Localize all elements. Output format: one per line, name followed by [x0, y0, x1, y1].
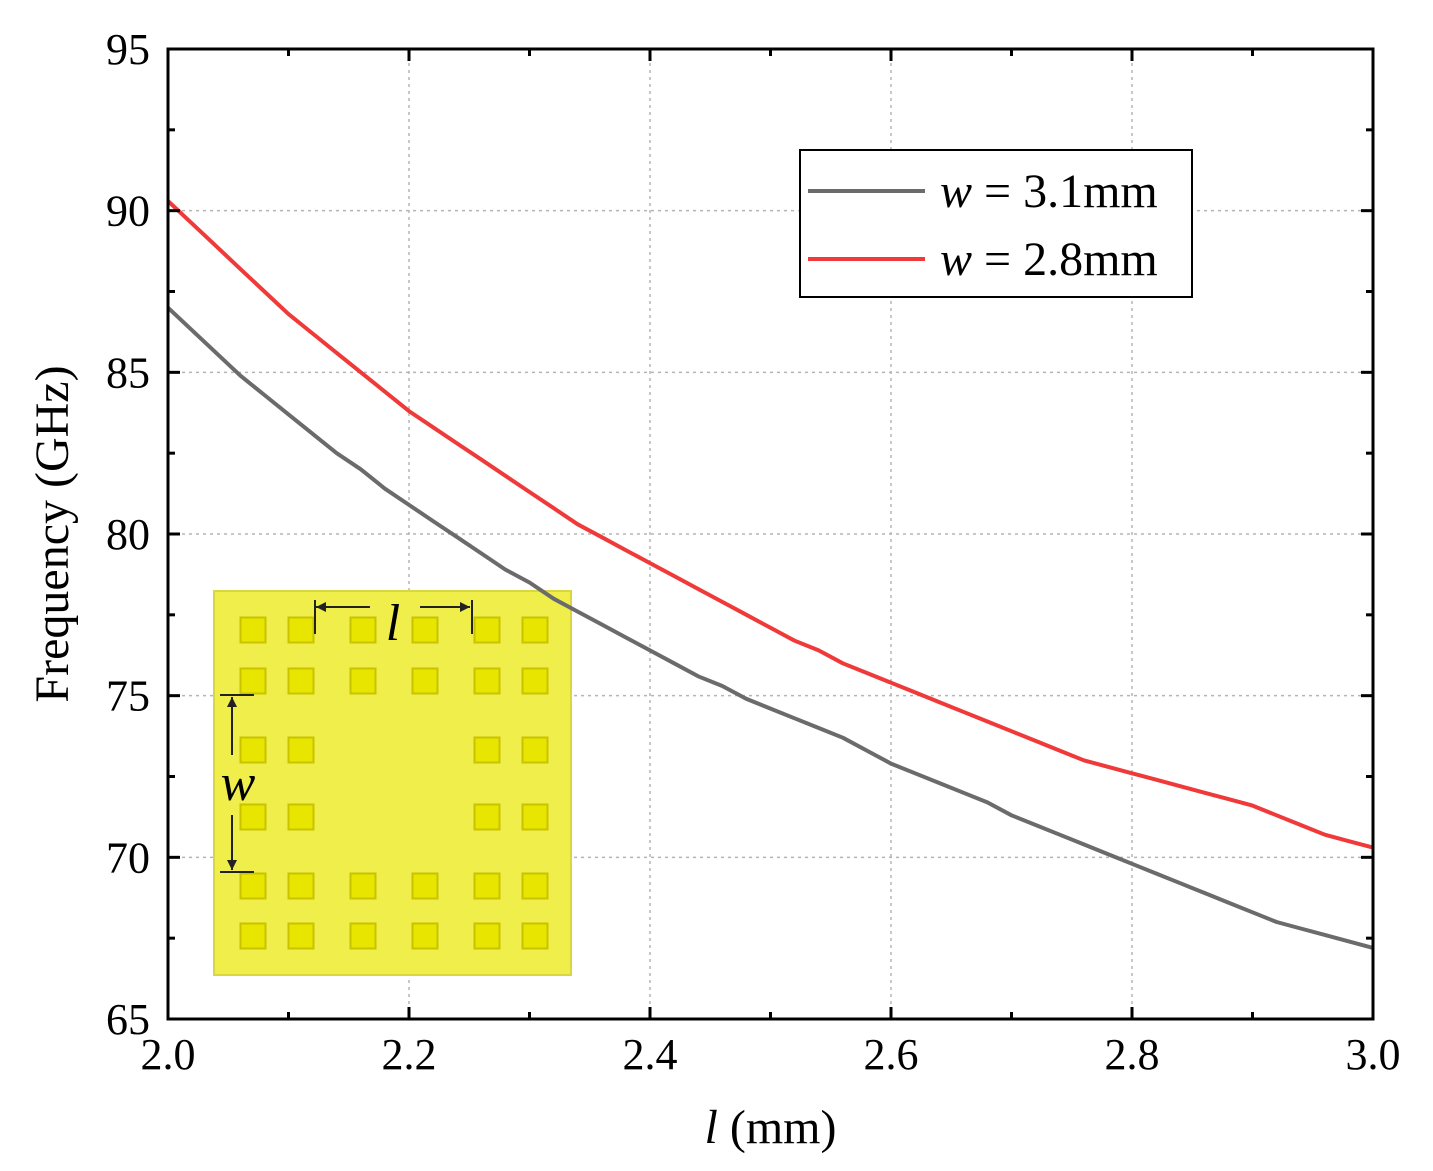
x-tick-label: 2.8	[1105, 1030, 1160, 1079]
y-tick-label: 95	[106, 25, 150, 74]
inset-l-arrow-left	[316, 602, 326, 612]
x-tick-label: 2.2	[382, 1030, 437, 1079]
inset-cell	[349, 667, 377, 695]
x-axis-var: l	[705, 1101, 718, 1154]
axis-ticks: 2.0 2.2 2.4 2.6 2.8 3.0 65 70 75 80 85 90 95	[106, 25, 1401, 1079]
inset-cell	[239, 922, 267, 950]
y-tick-label: 90	[106, 187, 150, 236]
y-tick-label: 65	[106, 995, 150, 1044]
inset-cell	[349, 922, 377, 950]
inset-cell	[521, 667, 549, 695]
inset-l-arrow-right	[460, 602, 470, 612]
inset-cell	[521, 872, 549, 900]
inset-cell	[521, 736, 549, 764]
series-line-1	[166, 199, 1374, 850]
inset-cell	[287, 803, 315, 831]
inset-cell	[349, 872, 377, 900]
inset-cell	[473, 736, 501, 764]
inset-cell	[239, 667, 267, 695]
legend: w = 3.1mm w = 2.8mm	[799, 149, 1193, 298]
inset-cell	[521, 803, 549, 831]
legend-label-w28: w = 2.8mm	[940, 233, 1158, 286]
series-lines	[166, 199, 1374, 950]
inset-cell	[411, 922, 439, 950]
inset-cell	[239, 803, 267, 831]
y-tick-label: 85	[106, 348, 150, 397]
inset-background	[213, 590, 572, 976]
inset-cell	[349, 616, 377, 644]
inset-cell	[521, 922, 549, 950]
inset-l-label: l	[386, 595, 400, 652]
inset-cell	[239, 616, 267, 644]
y-axis-title: Frequency (GHz)	[26, 365, 79, 702]
y-tick-label: 75	[106, 672, 150, 721]
series-line-0	[166, 306, 1374, 950]
inset-cell	[473, 667, 501, 695]
inset-cell	[239, 872, 267, 900]
y-tick-label: 70	[106, 833, 150, 882]
inset-cell	[287, 616, 315, 644]
x-axis-title: l (mm)	[705, 1101, 837, 1154]
legend-box	[799, 149, 1193, 298]
inset-cell	[239, 736, 267, 764]
inset-w-arrow-top	[227, 697, 237, 707]
x-axis-unit: (mm)	[718, 1101, 837, 1154]
inset-cell	[411, 616, 439, 644]
inset-cell	[287, 736, 315, 764]
inset-cell	[473, 872, 501, 900]
inset-cell	[473, 803, 501, 831]
unit-cell-inset: lw	[213, 590, 572, 976]
y-tick-label: 80	[106, 510, 150, 559]
inset-cell	[287, 922, 315, 950]
x-tick-label: 3.0	[1346, 1030, 1401, 1079]
inset-cell	[473, 616, 501, 644]
inset-cell	[473, 922, 501, 950]
inset-cell	[287, 667, 315, 695]
x-tick-label: 2.4	[623, 1030, 678, 1079]
x-tick-label: 2.0	[141, 1030, 196, 1079]
inset-w-label: w	[221, 755, 256, 812]
inset-cell	[411, 872, 439, 900]
legend-label-w31: w = 3.1mm	[940, 165, 1158, 218]
inset-w-arrow-bottom	[227, 860, 237, 870]
inset-cell	[287, 872, 315, 900]
inset-cell	[521, 616, 549, 644]
inset-cell	[411, 667, 439, 695]
x-tick-label: 2.6	[864, 1030, 919, 1079]
